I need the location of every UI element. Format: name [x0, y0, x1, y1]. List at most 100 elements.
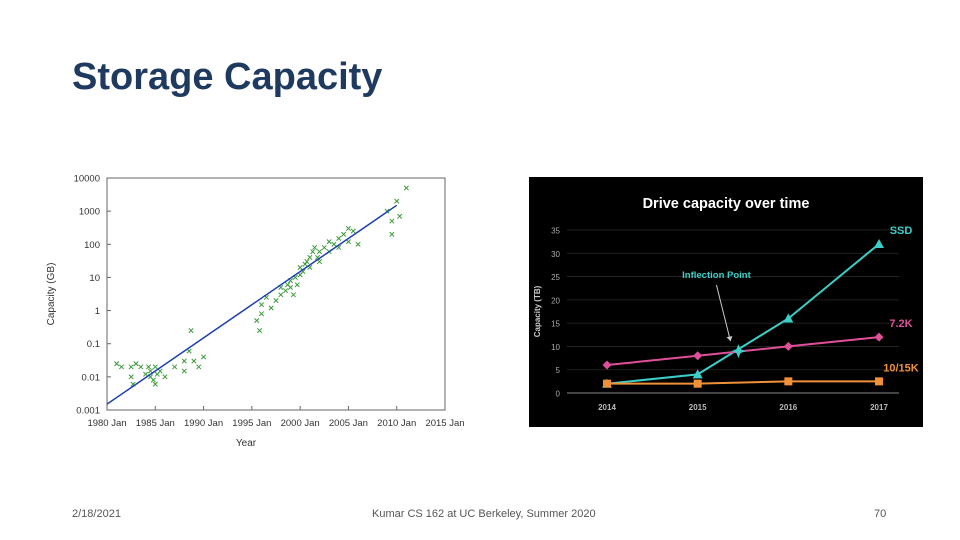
data-point: [603, 379, 611, 388]
data-point: [304, 259, 310, 265]
data-point: [350, 228, 356, 234]
data-point: [162, 374, 168, 380]
data-point: [138, 364, 144, 370]
y-tick-label: 10000: [74, 174, 100, 185]
y-tick-label: 0.01: [82, 372, 101, 383]
data-point: [191, 358, 197, 364]
data-point: [403, 185, 409, 191]
x-tick-label: 2000 Jan: [281, 418, 320, 429]
y-tick-label: 0.1: [87, 339, 100, 350]
x-tick-label: 1995 Jan: [232, 418, 271, 429]
data-point: [307, 254, 313, 261]
data-point: [287, 284, 294, 290]
data-point: [693, 351, 703, 361]
x-tick-label: 2015 Jan: [425, 418, 464, 429]
data-point: [345, 225, 351, 232]
data-point: [118, 364, 125, 370]
data-point: [389, 231, 395, 237]
data-point: [258, 302, 265, 308]
capacity-log-scatter-chart: 0.001 0.01 0.1 1 10 100 1000 10000 1980 Jan 1985 …: [46, 174, 465, 450]
x-tick-label: 1990 Jan: [184, 418, 223, 429]
data-point: [693, 379, 702, 388]
data-point: [128, 364, 134, 370]
data-point: [133, 361, 139, 367]
x-tick-label: 1980 Jan: [87, 418, 126, 429]
slide-title: Storage Capacity: [72, 56, 383, 98]
series-label: SSD: [890, 225, 913, 237]
y-axis-label: Capacity (TB): [533, 285, 542, 337]
y-tick-label: 10: [89, 273, 100, 284]
data-point: [784, 377, 793, 386]
x-tick-label: 2005 Jan: [329, 418, 368, 429]
y-tick-label: 30: [551, 250, 560, 259]
trend-line: [106, 204, 398, 405]
data-point: [341, 231, 347, 237]
data-point: [152, 364, 158, 370]
chart-background: [529, 177, 923, 427]
y-tick-label: 100: [84, 240, 100, 251]
data-point: [336, 235, 342, 242]
y-tick-label: 1000: [79, 207, 100, 218]
data-point: [278, 292, 284, 298]
series-label: 10/15K: [883, 362, 919, 374]
y-tick-label: 15: [551, 320, 560, 329]
x-tick-label: 2015: [689, 403, 707, 412]
footer-course-label: Kumar CS 162 at UC Berkeley, Summer 2020: [372, 508, 596, 520]
data-point: [783, 313, 794, 323]
x-tick-label: 2017: [870, 403, 888, 412]
footer-date: 2/18/2021: [72, 508, 121, 520]
data-point: [355, 241, 361, 247]
data-point: [389, 218, 395, 224]
data-point: [273, 298, 279, 304]
y-tick-label: 25: [551, 273, 560, 282]
data-point: [290, 292, 296, 298]
data-point: [150, 377, 156, 383]
y-tick-label: 0.001: [76, 406, 100, 417]
data-point: [310, 249, 316, 255]
annotation-arrowhead: [726, 336, 733, 342]
data-point: [143, 371, 149, 377]
data-point: [331, 241, 337, 247]
data-point: [326, 239, 332, 245]
series-line: [606, 243, 880, 385]
y-axis-label: Capacity (GB): [46, 263, 57, 326]
data-point: [397, 213, 403, 219]
x-axis-label: Year: [236, 438, 257, 449]
annotation-label: Inflection Point: [682, 270, 751, 281]
data-point: [268, 305, 274, 311]
data-point: [394, 198, 400, 204]
data-point: [145, 364, 152, 370]
data-point: [201, 354, 207, 360]
data-point: [257, 327, 263, 334]
y-tick-label: 0: [556, 390, 561, 399]
data-point: [692, 369, 703, 379]
data-point: [181, 358, 187, 364]
data-point: [196, 364, 202, 370]
y-tick-label: 1: [95, 306, 100, 317]
series-line: [607, 380, 879, 385]
y-tick-label: 35: [551, 227, 560, 236]
data-point: [783, 341, 793, 351]
data-point: [874, 332, 884, 342]
data-point: [172, 364, 178, 370]
x-tick-label: 2014: [598, 403, 616, 412]
annotation-arrow: [715, 284, 731, 342]
plot-frame: [106, 177, 446, 411]
x-tick-label: 2010 Jan: [377, 418, 416, 429]
page-number: 70: [874, 508, 887, 520]
data-point: [874, 238, 884, 248]
data-point: [294, 282, 300, 288]
data-point: [258, 311, 265, 317]
y-tick-label: 5: [556, 366, 561, 375]
data-point: [321, 244, 327, 251]
chart-title: Drive capacity over time: [643, 196, 810, 212]
data-point: [602, 360, 612, 370]
x-tick-label: 1985 Jan: [136, 418, 175, 429]
data-point: [254, 317, 260, 324]
drive-capacity-line-chart: Drive capacity over time 0 5 10 15 20 25 30 35 20…: [529, 177, 923, 427]
data-point: [188, 327, 194, 334]
data-point: [283, 288, 289, 294]
inflection-marker: [731, 344, 746, 359]
series-label: 7.2K: [889, 318, 912, 330]
data-point: [181, 368, 187, 374]
